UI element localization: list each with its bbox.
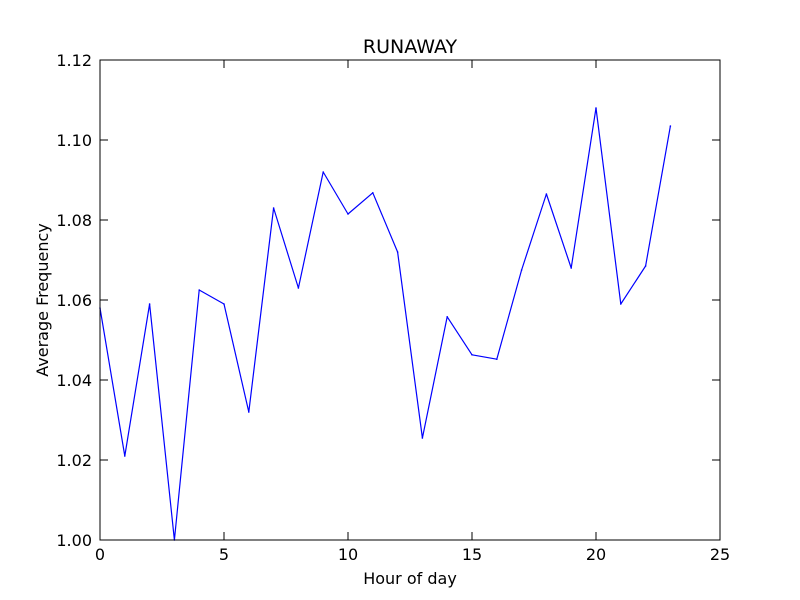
- data-point: [421, 437, 424, 439]
- data-point: [570, 267, 572, 269]
- data-point: [198, 289, 200, 291]
- x-tick-label: 20: [586, 545, 606, 564]
- data-point: [396, 251, 399, 253]
- x-tick-label: 15: [462, 545, 482, 564]
- data-point: [148, 303, 151, 305]
- x-tick-label: 0: [95, 545, 105, 564]
- data-point: [520, 269, 523, 271]
- x-tick-label: 10: [338, 545, 358, 564]
- x-tick-label: 25: [710, 545, 730, 564]
- data-point: [669, 125, 672, 127]
- data-point: [297, 287, 300, 289]
- data-point: [347, 213, 349, 215]
- y-tick-label: 1.10: [56, 131, 92, 150]
- data-point: [322, 171, 325, 173]
- data-point: [471, 354, 473, 356]
- y-tick-label: 1.08: [56, 211, 92, 230]
- y-axis-label: Average Frequency: [33, 223, 52, 376]
- y-tick-label: 1.02: [56, 451, 92, 470]
- data-point: [272, 207, 275, 209]
- data-point: [545, 193, 548, 195]
- data-point: [496, 358, 498, 361]
- x-tick-label: 5: [219, 545, 229, 564]
- plot-area: [100, 60, 720, 540]
- data-point: [644, 265, 647, 267]
- data-point: [248, 411, 250, 413]
- y-tick-label: 1.04: [56, 371, 92, 390]
- y-tick-label: 1.12: [56, 51, 92, 70]
- data-point: [595, 107, 597, 109]
- x-axis-label: Hour of day: [363, 569, 457, 588]
- chart-title: RUNAWAY: [363, 36, 458, 58]
- data-point: [446, 316, 449, 318]
- data-point: [620, 303, 622, 305]
- data-point: [372, 192, 374, 194]
- data-point: [124, 455, 126, 457]
- y-tick-label: 1.00: [56, 531, 92, 550]
- y-tick-label: 1.06: [56, 291, 92, 310]
- x-axis-ticks: 0 5 10 15 20 25: [95, 60, 730, 564]
- plot-frame: [99, 59, 721, 541]
- data-point: [223, 303, 225, 305]
- series-line: [99, 107, 671, 541]
